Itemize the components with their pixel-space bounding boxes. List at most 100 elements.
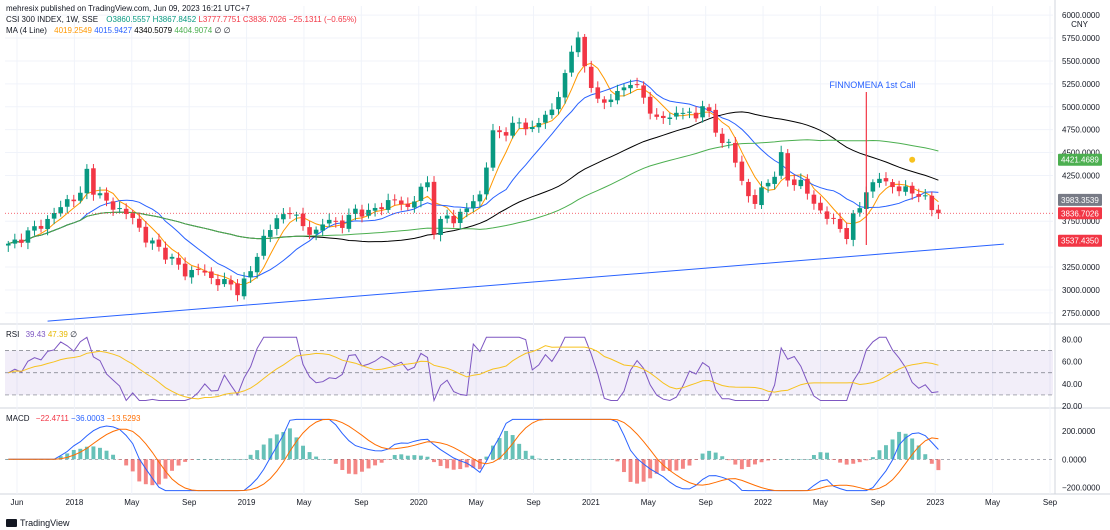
macd-histogram-bar (759, 459, 764, 463)
macd-histogram-bar (622, 459, 626, 473)
macd-histogram-bar (739, 459, 744, 470)
price-tick-label: 4750.0000 (1062, 126, 1100, 135)
macd-histogram-bar (202, 459, 207, 460)
macd-legend[interactable]: MACD −22.4711 −36.0003 −13.5293 (6, 414, 140, 423)
candle-body (359, 209, 365, 217)
time-tick-label: 2019 (238, 498, 256, 507)
time-tick-label: 2020 (410, 498, 428, 507)
macd-histogram-bar (726, 459, 731, 461)
candle-body (136, 218, 142, 228)
ma-legend[interactable]: MA (4 Line) 4019.2549 4015.9427 4340.507… (6, 25, 357, 36)
ma-value-5: ∅ (214, 26, 222, 35)
macd-histogram-bar (667, 459, 672, 471)
candle-body (818, 202, 823, 211)
ma-legend-label: MA (4 Line) (6, 26, 47, 35)
candle-body (693, 112, 699, 119)
candle-body (97, 193, 103, 196)
macd-histogram-bar (785, 459, 790, 460)
time-tick-label: 2018 (65, 498, 83, 507)
candle-body (903, 186, 908, 192)
candle-body (654, 114, 660, 117)
candle-body (608, 99, 614, 103)
rsi-legend[interactable]: RSI 39.43 47.39 ∅ (6, 330, 77, 339)
macd-histogram-bar (779, 459, 784, 460)
candle-body (78, 192, 83, 201)
ohlc-high: H3867.8452 (152, 15, 197, 24)
candle-body (628, 84, 633, 89)
price-badge-label: 3537.4350 (1061, 237, 1099, 246)
symbol-name[interactable]: CSI 300 INDEX, 1W, SSE (6, 15, 99, 24)
candle-body (772, 176, 777, 184)
macd-signal-line (8, 418, 939, 492)
time-tick-label: Sep (699, 498, 714, 507)
candle-body (71, 199, 77, 202)
macd-histogram-bar (294, 437, 299, 460)
candle-body (182, 263, 188, 277)
grid-lines (0, 0, 1110, 495)
candle-body (752, 195, 758, 204)
macd-histogram-bar (884, 445, 888, 460)
candle-body (890, 182, 895, 188)
time-tick-label: Sep (871, 498, 886, 507)
price-badge-label: 3836.7026 (1061, 209, 1099, 218)
candle-body (313, 229, 319, 234)
macd-histogram-bar (916, 445, 921, 460)
rsi-tick-label: 80.00 (1062, 336, 1083, 345)
macd-histogram-bar (700, 453, 705, 460)
time-tick-label: 2023 (926, 498, 944, 507)
macd-histogram-bar (504, 430, 509, 460)
macd-histogram-bar (117, 459, 122, 460)
macd-histogram-bar (477, 459, 482, 470)
macd-histogram-bar (929, 459, 934, 464)
macd-histogram-bar (549, 459, 554, 460)
macd-histogram-bar (595, 459, 600, 460)
ma-line-4 (8, 139, 939, 245)
ma-value-2: 4015.9427 (94, 26, 133, 35)
candle-body (412, 201, 417, 208)
candle-body (936, 209, 941, 214)
macd-histogram-bar (412, 455, 417, 460)
candle-body (25, 230, 31, 243)
ma-value-1: 4019.2549 (54, 26, 92, 35)
macd-histogram-bar (373, 459, 378, 466)
candle-body (326, 219, 332, 224)
macd-histogram-bar (844, 459, 849, 465)
candle-body (916, 194, 922, 197)
candle-body (896, 186, 902, 192)
macd-histogram-bar (432, 459, 436, 463)
rsi-tick-label: 60.00 (1062, 358, 1083, 367)
ohlc-open: O3860.5557 (106, 15, 151, 24)
footer-brand[interactable]: TradingView (6, 518, 70, 528)
time-tick-label: May (469, 498, 484, 507)
ma-line-2 (8, 79, 939, 278)
candle-body (307, 227, 312, 235)
price-badge (1058, 153, 1102, 166)
macd-histogram-bar (870, 457, 875, 460)
macd-pane[interactable] (5, 418, 1053, 492)
macd-histogram-bar (281, 432, 286, 460)
candle-body (562, 73, 568, 98)
candle-body (163, 247, 168, 260)
macd-histogram-bar (530, 455, 535, 460)
rsi-pane[interactable] (5, 336, 1053, 403)
candle-body (241, 278, 247, 297)
candle-body (392, 199, 398, 201)
candle-body (700, 106, 705, 118)
candle-body (104, 192, 109, 201)
candle-body (464, 208, 470, 213)
candle-body (484, 167, 489, 195)
macd-histogram-bar (248, 454, 253, 460)
macd-histogram-bar (903, 433, 908, 460)
candle-body (189, 269, 194, 278)
candle-body (503, 132, 509, 136)
macd-histogram-bar (654, 459, 659, 474)
rsi-label: RSI (6, 330, 20, 339)
macd-tick-label: −200.0000 (1062, 484, 1101, 493)
macd-histogram-bar (360, 459, 364, 472)
candle-body (38, 225, 44, 229)
macd-histogram-bar (458, 459, 463, 470)
rsi-ma-value: 47.39 (47, 330, 68, 339)
candle-body (64, 199, 70, 207)
candle-body (595, 87, 601, 99)
